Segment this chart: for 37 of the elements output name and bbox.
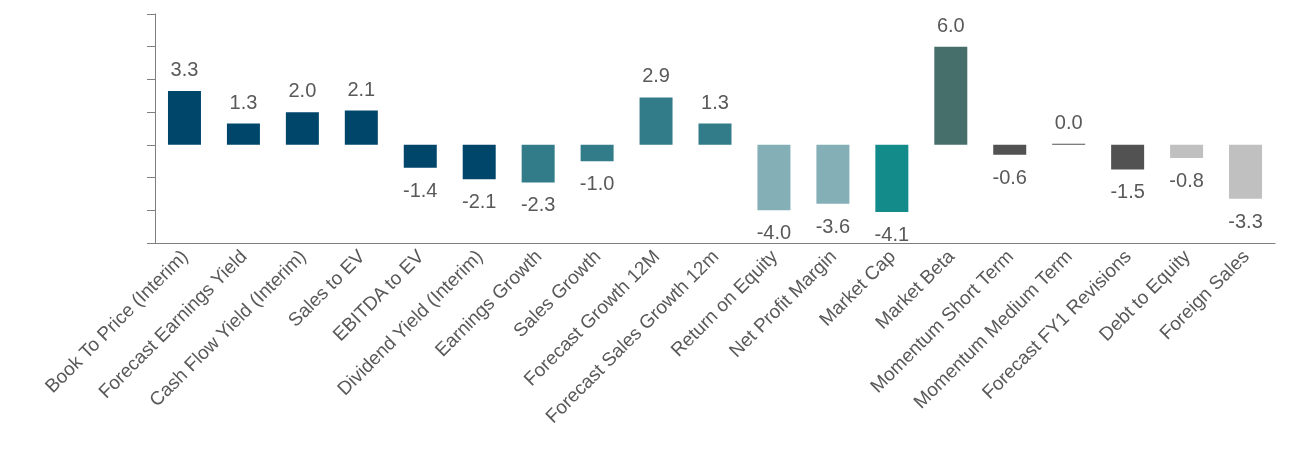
data-label: -0.6 [992,165,1027,188]
bar [580,144,614,162]
bar [757,144,791,211]
bar [167,90,201,145]
data-label: 2.9 [642,64,670,87]
data-label: 3.3 [170,57,199,80]
bar [285,112,319,145]
bar [226,123,260,145]
data-label: -0.8 [1169,168,1204,191]
data-label: -3.3 [1228,209,1263,232]
bar [698,123,732,145]
bar [521,144,555,183]
data-label: 2.1 [347,77,376,100]
data-label: -2.3 [520,193,556,216]
data-label: -1.0 [579,172,615,195]
data-label: 0.0 [1054,110,1083,133]
data-label: -4.0 [756,221,792,244]
bar [1170,144,1204,158]
bar [462,144,496,180]
data-label: -3.6 [815,214,851,237]
data-label: -4.1 [874,222,910,245]
data-label: 1.3 [229,90,258,113]
bar [934,46,968,145]
bar [816,144,850,204]
data-label: 1.3 [701,90,729,113]
bar [403,144,437,168]
bar [993,144,1027,155]
bar [1229,144,1263,199]
bar [875,144,909,212]
bar [639,97,673,145]
data-label: -2.1 [461,190,497,213]
bar [1111,144,1145,170]
data-label: -1.4 [403,178,438,201]
data-label: 2.0 [288,79,317,102]
data-label: 6.0 [936,13,965,36]
bar [344,110,378,145]
data-label: -1.5 [1110,180,1145,203]
